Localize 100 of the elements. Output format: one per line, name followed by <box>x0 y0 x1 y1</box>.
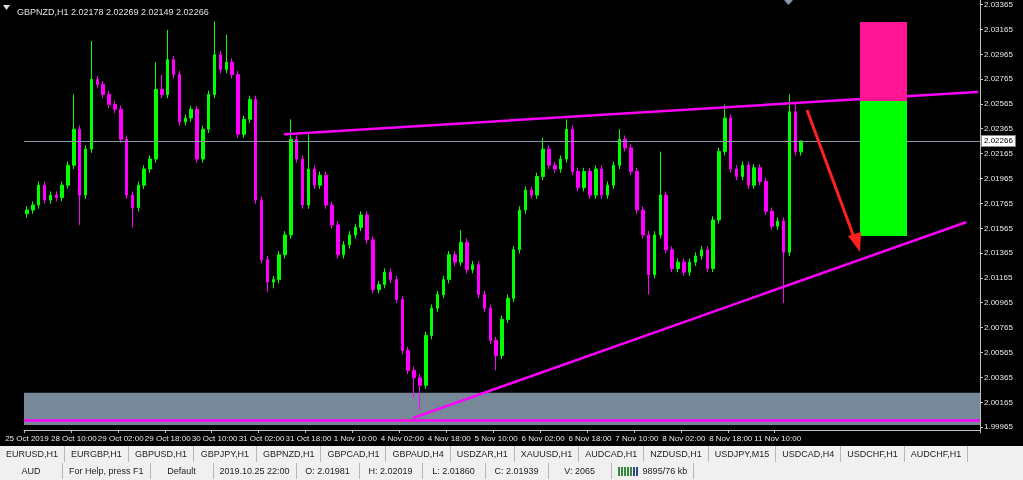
candlestick <box>142 164 146 190</box>
candlestick <box>723 103 727 156</box>
text: 9895/76 kb <box>611 463 695 479</box>
text: GBPCAD,H1 <box>321 446 387 462</box>
candlestick <box>506 294 510 324</box>
candlestick <box>266 255 269 293</box>
candlestick <box>752 163 756 190</box>
text: AUDCAD,H1 <box>579 446 645 462</box>
candlestick <box>758 163 762 186</box>
candlestick <box>49 190 52 205</box>
candlestick <box>148 154 152 174</box>
candlestick <box>359 210 363 232</box>
y-tick-label: 2.01165 <box>984 273 1013 283</box>
candlestick <box>670 245 674 273</box>
candlestick <box>706 245 709 273</box>
y-tick-label: 2.00565 <box>984 347 1014 357</box>
candlestick <box>418 373 422 411</box>
candlestick <box>518 205 521 255</box>
text: 2019.10.25 22:00 <box>213 463 297 479</box>
candlestick <box>770 207 774 231</box>
text: XAUUSD,H1 <box>514 446 580 462</box>
candlestick <box>700 245 703 261</box>
x-tick-label: 6 Nov 02:00 <box>521 433 566 443</box>
candlestick <box>442 275 445 299</box>
x-tick-label: 11 Nov 10:00 <box>754 433 802 443</box>
candlestick <box>559 154 562 174</box>
candlestick <box>799 140 803 156</box>
candlestick <box>629 143 633 176</box>
candlestick <box>189 105 193 123</box>
candlestick <box>494 336 498 371</box>
x-tick-label: 4 Nov 02:00 <box>380 433 425 443</box>
candlestick <box>289 118 293 240</box>
candlestick <box>307 133 310 210</box>
candlestick <box>37 180 40 210</box>
y-tick-label: 2.00765 <box>984 322 1014 332</box>
candlestick <box>594 164 598 200</box>
candlestick <box>236 70 240 139</box>
candlestick <box>60 180 64 202</box>
candlestick <box>96 75 99 89</box>
x-tick-label: 25 Oct 2019 <box>5 433 50 443</box>
candlestick <box>764 177 768 216</box>
candlestick <box>154 61 158 164</box>
x-tick-label: 31 Oct 18:00 <box>285 433 332 443</box>
text: For Help, press F1 <box>63 463 151 479</box>
candlestick <box>406 346 410 375</box>
candlestick <box>553 161 557 174</box>
text: GBPNZD,H1 <box>256 446 322 462</box>
candlestick <box>342 240 345 259</box>
y-tick-label: 2.00165 <box>984 397 1014 407</box>
text: Default <box>150 463 214 479</box>
candlestick <box>125 134 128 200</box>
candlestick <box>412 366 416 399</box>
candlestick <box>459 229 463 267</box>
candlestick <box>101 80 105 99</box>
candlestick <box>330 200 334 230</box>
candlestick <box>383 267 386 289</box>
candlestick <box>230 57 234 79</box>
candlestick <box>172 55 175 79</box>
x-tick-label: 5 Nov 10:00 <box>474 433 519 443</box>
text: USDJPY,M15 <box>708 446 777 462</box>
candlestick <box>277 250 281 284</box>
candlestick <box>113 100 117 114</box>
candlestick <box>318 171 322 190</box>
candlestick <box>500 315 504 360</box>
candlestick <box>225 34 228 74</box>
candlestick <box>535 172 539 200</box>
y-tick-label: 2.01365 <box>984 248 1014 258</box>
ref-line-label: 2.02266 <box>984 136 1014 146</box>
y-tick-label: 2.02765 <box>984 74 1014 84</box>
candlestick <box>447 250 451 284</box>
candlestick <box>653 230 656 279</box>
candlestick <box>401 295 404 355</box>
text: AUDCHF,H1 <box>904 446 969 462</box>
candlestick <box>313 164 316 190</box>
y-tick-label: 2.02365 <box>984 124 1014 134</box>
text: GBPAUD,H4 <box>386 446 451 462</box>
candlestick <box>530 185 533 200</box>
candlestick <box>635 167 639 215</box>
candlestick <box>676 258 680 273</box>
candlestick <box>747 161 750 190</box>
y-tick-label: 2.00365 <box>984 372 1014 382</box>
x-tick-label: 7 Nov 10:00 <box>615 433 660 443</box>
x-tick-label: 1 Nov 10:00 <box>333 433 378 443</box>
candlestick <box>207 90 210 134</box>
candlestick <box>213 20 216 99</box>
candlestick <box>84 144 87 200</box>
text: NZDUSD,H1 <box>644 446 709 462</box>
candlestick <box>119 105 123 144</box>
candlestick <box>195 105 199 164</box>
candlestick <box>588 167 592 200</box>
candlestick <box>184 113 187 127</box>
candlestick <box>90 40 93 154</box>
candlestick <box>336 220 340 259</box>
y-tick-label: 2.03165 <box>984 24 1014 34</box>
y-tick-label: 2.02965 <box>984 49 1014 59</box>
text: USDCAD,H4 <box>776 446 842 462</box>
candlestick <box>717 147 721 225</box>
candlestick <box>107 90 111 109</box>
candlestick <box>25 205 29 218</box>
y-tick-label: 1.99965 <box>984 422 1014 432</box>
